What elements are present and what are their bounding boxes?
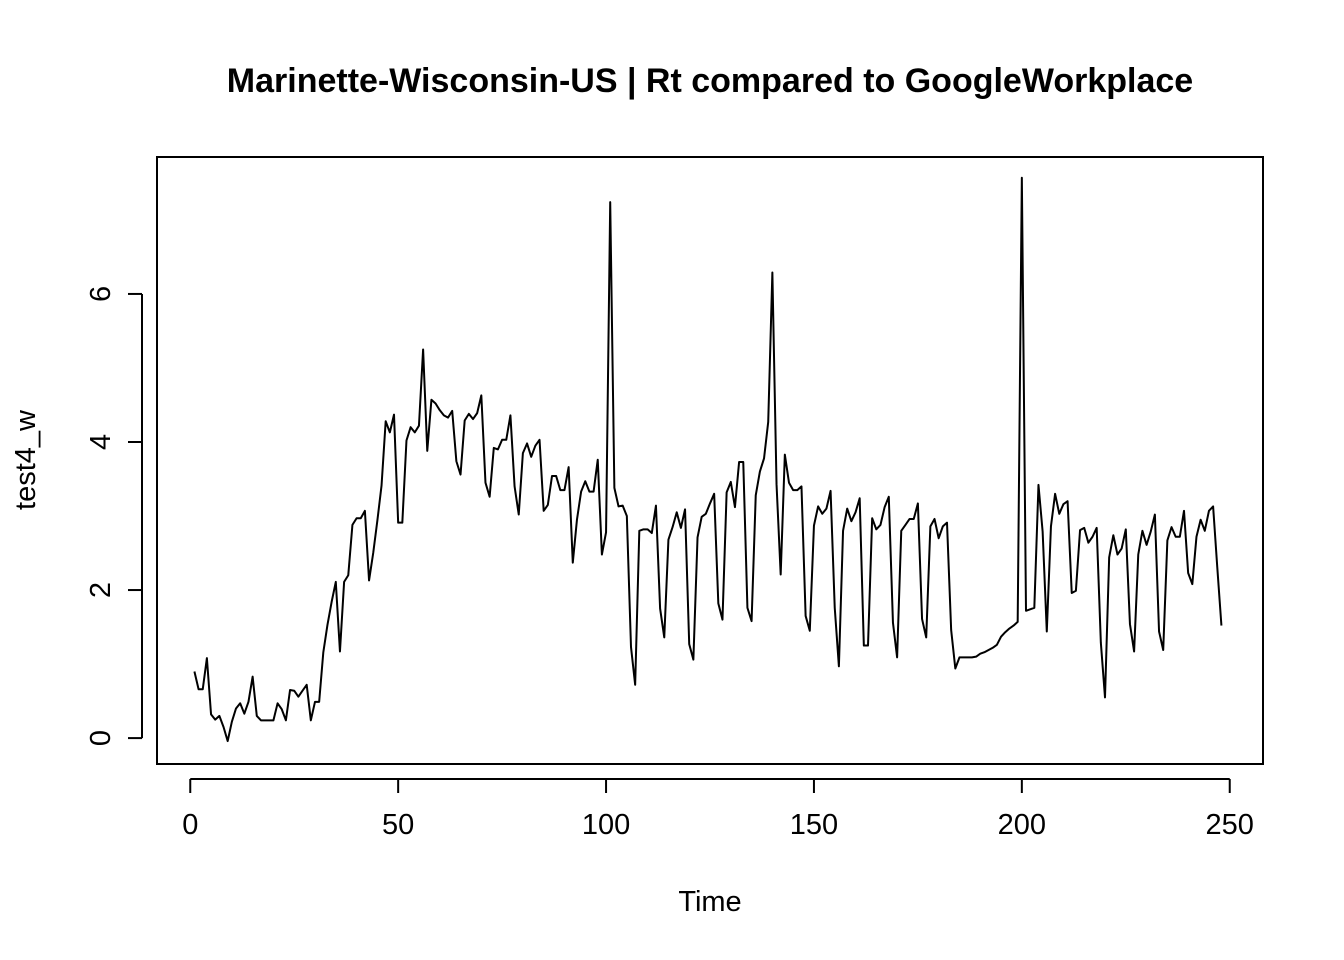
chart-title: Marinette-Wisconsin-US | Rt compared to … xyxy=(227,62,1193,100)
x-tick-label: 100 xyxy=(582,809,630,841)
y-axis: 0 2 4 6 xyxy=(85,286,143,746)
y-axis-label: test4_w xyxy=(10,409,42,510)
x-tick-label: 150 xyxy=(790,809,838,841)
x-tick-label: 250 xyxy=(1206,809,1254,841)
x-tick-label: 200 xyxy=(998,809,1046,841)
plot-frame xyxy=(156,156,1264,765)
x-axis: 0 50 100 150 200 250 xyxy=(182,778,1254,841)
x-tick-label: 0 xyxy=(182,809,198,841)
y-tick-label: 4 xyxy=(85,434,117,450)
series-line xyxy=(193,176,1223,743)
x-tick-label: 50 xyxy=(382,809,414,841)
y-tick-label: 0 xyxy=(85,730,117,746)
y-tick-label: 6 xyxy=(85,286,117,302)
y-tick-label: 2 xyxy=(85,582,117,598)
x-axis-label: Time xyxy=(678,886,741,918)
